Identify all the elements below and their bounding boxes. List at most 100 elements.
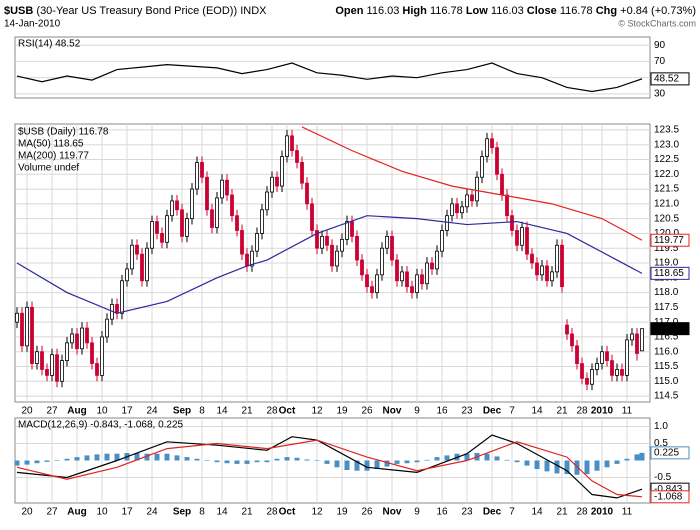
candle-body bbox=[470, 194, 474, 202]
x-tick-label: Nov bbox=[383, 507, 402, 518]
line bbox=[301, 126, 643, 241]
value-box bbox=[650, 72, 690, 86]
histogram-bar bbox=[414, 460, 420, 463]
y-tick-label: 119.0 bbox=[654, 258, 679, 269]
x-tick-label: 28 bbox=[576, 406, 588, 417]
candle-body bbox=[115, 304, 119, 314]
histogram-bar bbox=[594, 460, 600, 471]
candle-body bbox=[25, 306, 29, 347]
quote-value: 116.03 bbox=[491, 5, 524, 17]
y-tick-label: 114.5 bbox=[654, 391, 679, 402]
candle-body bbox=[260, 209, 264, 234]
x-tick-label: 14 bbox=[531, 507, 543, 518]
candle-body bbox=[250, 250, 254, 267]
x-tick-label: 11 bbox=[622, 406, 633, 417]
candle-body bbox=[335, 250, 339, 267]
y-tick-label: 121.5 bbox=[654, 184, 679, 195]
histogram-bar bbox=[604, 460, 610, 468]
candle-body bbox=[100, 336, 104, 376]
value-label: -0.843 bbox=[654, 484, 683, 495]
candle-body bbox=[220, 179, 224, 199]
candle-body bbox=[375, 274, 379, 293]
candle-body bbox=[640, 328, 644, 352]
candle-body bbox=[490, 138, 494, 149]
x-tick-label: Sep bbox=[173, 406, 191, 417]
x-tick-label: 9 bbox=[414, 507, 420, 518]
quote-label: Close bbox=[527, 5, 557, 17]
x-tick-label: Oct bbox=[279, 507, 296, 518]
candle-body bbox=[20, 312, 24, 347]
candle-body bbox=[60, 360, 64, 382]
histogram-bar bbox=[214, 460, 220, 463]
candle-body bbox=[150, 221, 154, 249]
symbol: $USB bbox=[4, 5, 33, 17]
candle-body bbox=[535, 262, 539, 276]
candle-body bbox=[195, 162, 199, 190]
candle-body bbox=[290, 135, 294, 152]
candle-body bbox=[600, 351, 604, 364]
quote-value: +0.84 (+0.73%) bbox=[620, 5, 696, 17]
candle-body bbox=[75, 333, 79, 350]
line bbox=[16, 439, 643, 498]
candle-body bbox=[575, 345, 579, 364]
candle-body bbox=[45, 369, 49, 376]
candle-body bbox=[245, 253, 249, 267]
candle-body bbox=[135, 244, 139, 255]
y-tick-label: 0.5 bbox=[654, 438, 668, 449]
y-tick-label: 1.0 bbox=[654, 421, 668, 432]
candle-body bbox=[385, 235, 389, 249]
histogram-bar bbox=[144, 453, 150, 461]
histogram-bar bbox=[574, 460, 580, 475]
histogram-bar bbox=[244, 460, 250, 464]
candle-body bbox=[255, 233, 259, 252]
x-tick-label: 8 bbox=[199, 507, 205, 518]
x-tick-label: 28 bbox=[266, 507, 278, 518]
x-tick-label: 8 bbox=[199, 406, 205, 417]
candle-body bbox=[480, 156, 484, 178]
x-tick-label: Sep bbox=[173, 507, 191, 518]
candle-body bbox=[275, 176, 279, 187]
candle-body bbox=[265, 191, 269, 211]
candle-body bbox=[210, 209, 214, 228]
x-tick-label: Nov bbox=[383, 406, 402, 417]
quote-value: 116.03 bbox=[367, 5, 400, 17]
x-tick-label: Oct bbox=[279, 406, 296, 417]
x-tick-label: 24 bbox=[146, 406, 158, 417]
y-tick-label: 118.0 bbox=[654, 287, 679, 298]
candle-body bbox=[460, 206, 464, 214]
y-tick-label: -0.5 bbox=[654, 472, 672, 483]
histogram-bar bbox=[234, 460, 240, 464]
candle-body bbox=[415, 274, 419, 293]
histogram-bar bbox=[504, 459, 510, 461]
candle-body bbox=[410, 286, 414, 293]
histogram-bar bbox=[534, 460, 540, 469]
y-tick-label: 121.0 bbox=[654, 198, 679, 209]
candle-body bbox=[360, 259, 364, 276]
quote-value: 116.78 bbox=[430, 5, 463, 17]
candle-body bbox=[400, 271, 404, 282]
candle-body bbox=[485, 138, 489, 157]
candle-body bbox=[310, 203, 314, 231]
candle-body bbox=[285, 135, 289, 157]
value-label: 116.78 bbox=[654, 323, 684, 334]
candle-body bbox=[40, 351, 44, 370]
histogram-bar bbox=[14, 460, 20, 466]
candle-body bbox=[235, 215, 239, 231]
x-tick-label: Aug bbox=[67, 406, 86, 417]
histogram-bar bbox=[224, 460, 230, 464]
histogram-bar bbox=[164, 453, 170, 461]
histogram-bar bbox=[404, 460, 410, 464]
histogram-bar bbox=[634, 454, 640, 461]
candle-body bbox=[425, 262, 429, 285]
candle-body bbox=[420, 274, 424, 285]
candle-body bbox=[495, 147, 499, 175]
candle-body bbox=[430, 262, 434, 270]
histogram-bar bbox=[464, 453, 470, 461]
candle-body bbox=[320, 235, 324, 249]
candle-body bbox=[525, 227, 529, 255]
histogram-bar bbox=[94, 454, 100, 461]
quote-label: High bbox=[402, 5, 427, 17]
histogram-bar bbox=[434, 457, 440, 461]
candle-body bbox=[155, 221, 159, 234]
